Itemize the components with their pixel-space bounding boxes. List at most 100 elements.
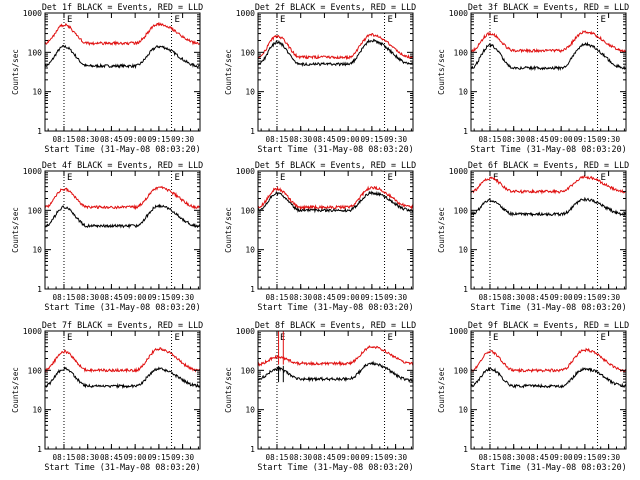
x-tick-label: 09:15 (360, 135, 383, 144)
panel-title: Det 8f BLACK = Events, RED = LLD (255, 320, 416, 330)
x-tick-label: 08:30 (502, 293, 525, 302)
series-events-line (44, 203, 201, 229)
x-tick-label: 08:15 (266, 293, 289, 302)
x-tick-label: 09:30 (597, 135, 620, 144)
y-tick-label: 10 (245, 88, 255, 97)
y-tick-label: 1000 (449, 167, 468, 176)
series-events-line (44, 44, 201, 70)
x-tick-label: 09:00 (550, 293, 573, 302)
x-tick-label: 08:45 (526, 293, 549, 302)
y-tick-label: 1000 (236, 327, 255, 336)
panel-det-3f: Det 3f BLACK = Events, RED = LLD E E 1 10 100… (437, 2, 629, 154)
y-tick-label: 100 (454, 206, 469, 215)
y-tick-label: 10 (245, 246, 255, 255)
series-events-line (470, 196, 627, 217)
panel-title: Det 6f BLACK = Events, RED = LLD (468, 160, 629, 170)
y-tick-label: 10 (458, 88, 468, 97)
x-tick-label: 09:30 (171, 135, 194, 144)
plot-frame (470, 170, 627, 290)
y-tick-label: 1000 (449, 9, 468, 18)
y-tick-label: 1 (37, 285, 42, 294)
x-tick-label: 08:45 (100, 293, 123, 302)
panel-det-5f: Det 5f BLACK = Events, RED = LLD E E 1 10 100… (224, 160, 416, 312)
y-tick-label: 1 (463, 445, 468, 454)
x-tick-label: 09:30 (597, 453, 620, 462)
x-tick-label: 09:00 (337, 293, 360, 302)
y-tick-label: 100 (28, 366, 43, 375)
series-lld-line (257, 185, 414, 211)
x-tick-label: 08:15 (479, 135, 502, 144)
x-tick-label: 08:15 (266, 453, 289, 462)
x-tick-label: 09:00 (337, 135, 360, 144)
y-axis-label: Counts/sec (437, 207, 446, 253)
marker-e-label: E (601, 173, 606, 183)
x-axis-label: Start Time (31-May-08 08:03:20) (44, 462, 200, 472)
x-tick-label: 09:15 (147, 293, 170, 302)
x-axis-label: Start Time (31-May-08 08:03:20) (257, 462, 413, 472)
x-tick-label: 09:00 (124, 293, 147, 302)
panel-det-2f: Det 2f BLACK = Events, RED = LLD E E 1 10 100… (224, 2, 416, 154)
marker-e-label: E (280, 173, 285, 183)
x-tick-label: 08:30 (502, 453, 525, 462)
x-tick-label: 09:30 (597, 293, 620, 302)
y-tick-label: 1 (37, 127, 42, 136)
plot-frame (257, 12, 414, 132)
x-tick-label: 09:15 (573, 135, 596, 144)
marker-e-label: E (67, 15, 72, 25)
y-tick-label: 10 (32, 246, 42, 255)
x-tick-label: 09:15 (147, 453, 170, 462)
y-axis-label: Counts/sec (224, 49, 233, 95)
x-tick-label: 09:00 (124, 453, 147, 462)
x-tick-label: 09:15 (573, 453, 596, 462)
marker-e-label: E (67, 333, 72, 343)
x-tick-label: 09:00 (337, 453, 360, 462)
marker-e-label: E (388, 15, 393, 25)
series-events-line (257, 190, 414, 214)
marker-e-label: E (280, 15, 285, 25)
panel-det-9f: Det 9f BLACK = Events, RED = LLD E E 1 10 100… (437, 320, 629, 472)
plot-frame (44, 12, 201, 132)
x-tick-label: 09:30 (384, 293, 407, 302)
panel-det-6f: Det 6f BLACK = Events, RED = LLD E E 1 10 100… (437, 160, 629, 312)
y-axis-label: Counts/sec (11, 367, 20, 413)
plot-frame (44, 170, 201, 290)
plot-frame (44, 330, 201, 450)
y-tick-label: 1 (37, 445, 42, 454)
y-tick-label: 10 (32, 88, 42, 97)
x-tick-label: 09:15 (360, 453, 383, 462)
x-tick-label: 08:30 (76, 453, 99, 462)
x-tick-label: 08:15 (266, 135, 289, 144)
x-tick-label: 08:30 (289, 135, 312, 144)
x-tick-label: 08:45 (313, 135, 336, 144)
panel-det-8f: Det 8f BLACK = Events, RED = LLD E E 1 10 100… (224, 320, 416, 472)
x-axis-label: Start Time (31-May-08 08:03:20) (257, 144, 413, 154)
x-tick-label: 08:15 (479, 293, 502, 302)
marker-e-label: E (175, 173, 180, 183)
x-tick-label: 08:30 (76, 135, 99, 144)
x-tick-label: 08:15 (53, 135, 76, 144)
panel-title: Det 7f BLACK = Events, RED = LLD (42, 320, 203, 330)
marker-e-label: E (388, 333, 393, 343)
x-tick-label: 09:15 (360, 293, 383, 302)
y-tick-label: 100 (28, 206, 43, 215)
marker-e-label: E (280, 333, 285, 343)
x-tick-label: 09:15 (573, 293, 596, 302)
x-tick-label: 08:45 (313, 293, 336, 302)
y-tick-label: 100 (241, 206, 256, 215)
plot-frame (257, 170, 414, 290)
panel-det-1f: Det 1f BLACK = Events, RED = LLD E E 1 10 100… (11, 2, 203, 154)
y-tick-label: 10 (458, 406, 468, 415)
x-tick-label: 08:30 (289, 293, 312, 302)
y-tick-label: 1000 (23, 167, 42, 176)
y-tick-label: 10 (32, 406, 42, 415)
series-lld-line (470, 174, 627, 195)
panel-title: Det 2f BLACK = Events, RED = LLD (255, 2, 416, 12)
y-tick-label: 100 (454, 48, 469, 57)
marker-e-label: E (493, 333, 498, 343)
y-tick-label: 1 (250, 285, 255, 294)
panel-title: Det 5f BLACK = Events, RED = LLD (255, 160, 416, 170)
x-tick-label: 08:45 (313, 453, 336, 462)
series-lld-line (44, 22, 201, 47)
